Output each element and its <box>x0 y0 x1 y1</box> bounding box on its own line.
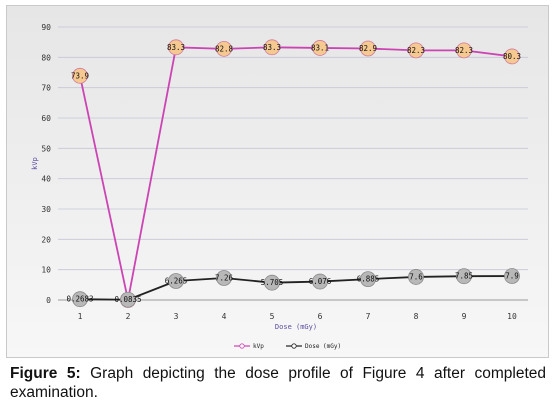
line-chart: 0 10 20 30 40 50 60 70 80 90 1 2 3 4 5 6 7 8 9 10 kVp Dose (m… <box>31 23 528 350</box>
series-1-marker-8 <box>408 269 424 285</box>
series-1-marker-5 <box>264 274 280 291</box>
caption-text: Graph depicting the dose profile of Figu… <box>10 365 547 401</box>
x-tick-label-3: 3 <box>174 312 179 321</box>
series-1-marker-3 <box>168 273 184 289</box>
series-0-label-5: 83.3 <box>263 43 281 52</box>
y-tick-label-30: 30 <box>41 205 51 214</box>
y-tick-label-10: 10 <box>41 266 51 275</box>
series-0-label-9: 82.3 <box>455 46 473 55</box>
y-axis-title: kVp <box>31 157 39 170</box>
chart-panel: 0 10 20 30 40 50 60 70 80 90 1 2 3 4 5 6 7 8 9 10 kVp Dose (m… <box>6 5 549 358</box>
series-0-label-3: 83.3 <box>167 43 185 52</box>
series-0-marker-4 <box>216 40 232 57</box>
series-1-label-2: 0.0835 <box>114 295 141 304</box>
x-tick-label-7: 7 <box>366 312 371 321</box>
series-1-marker-6 <box>312 273 328 290</box>
y-tick-label-60: 60 <box>41 114 51 123</box>
series-1-marker-4 <box>216 270 232 286</box>
series-0-marker-8 <box>408 42 424 59</box>
series-0-marker-1 <box>72 67 88 84</box>
series-0-marker-10 <box>504 48 520 65</box>
series-1-marker-1 <box>72 291 88 308</box>
legend-label-0: kVp <box>253 343 264 350</box>
series-1-label-4: 7.26 <box>215 273 234 282</box>
x-tick-label-2: 2 <box>126 312 131 321</box>
series-0-marker-9 <box>456 42 472 59</box>
legend-label-1: Dose (mGy) <box>305 343 341 350</box>
figure-caption: Figure 5: Graph depicting the dose profi… <box>10 364 546 402</box>
series-1-marker-7 <box>360 271 376 288</box>
series-0-label-4: 82.8 <box>215 44 234 53</box>
x-tick-label-8: 8 <box>414 312 419 321</box>
series-line-0 <box>79 46 513 301</box>
series-line-1 <box>79 275 513 301</box>
series-1-label-5: 5.705 <box>261 278 284 287</box>
series-0-marker-5 <box>264 39 280 56</box>
legend-swatch-marker-0 <box>239 343 245 349</box>
y-tick-label-40: 40 <box>41 175 51 184</box>
x-tick-label-6: 6 <box>318 312 323 321</box>
y-tick-label-20: 20 <box>41 235 51 244</box>
series-0-marker-3 <box>168 39 184 56</box>
series-1-label-7: 6.885 <box>357 275 380 284</box>
series-1-marker-9 <box>456 268 472 285</box>
x-tick-label-10: 10 <box>507 312 517 321</box>
series-1-label-1: 0.2683 <box>66 295 93 304</box>
legend-swatch-marker-1 <box>291 343 297 349</box>
series-1-label-9: 7.85 <box>455 272 473 281</box>
series-0-label-1: 73.9 <box>71 71 89 80</box>
series-1-label-8: 7.6 <box>409 272 423 281</box>
series-1-marker-2 <box>120 291 136 308</box>
series-0-label-8: 82.3 <box>407 46 425 55</box>
x-axis-title: Dose (mGy) <box>275 323 317 331</box>
y-tick-label-80: 80 <box>41 53 51 62</box>
x-tick-label-9: 9 <box>462 312 467 321</box>
series-1-label-10: 7.9 <box>505 272 519 281</box>
y-tick-label-50: 50 <box>41 144 51 153</box>
series-0-marker-7 <box>360 40 376 57</box>
series-1-label-3: 6.265 <box>165 276 188 285</box>
y-tick-label-0: 0 <box>46 296 51 305</box>
series-0-label-10: 80.3 <box>503 52 521 61</box>
caption-label: Figure 5: <box>10 365 81 382</box>
series-0-label-7: 82.9 <box>359 44 377 53</box>
x-tick-label-5: 5 <box>270 312 275 321</box>
series-0-label-6: 83.1 <box>311 43 329 52</box>
y-tick-label-90: 90 <box>41 23 51 32</box>
y-tick-label-70: 70 <box>41 84 51 93</box>
series-1-label-6: 6.076 <box>309 277 332 286</box>
series-1-marker-10 <box>504 268 520 284</box>
x-tick-label-4: 4 <box>222 312 227 321</box>
x-tick-label-1: 1 <box>78 312 83 321</box>
series-0-marker-6 <box>312 40 328 56</box>
